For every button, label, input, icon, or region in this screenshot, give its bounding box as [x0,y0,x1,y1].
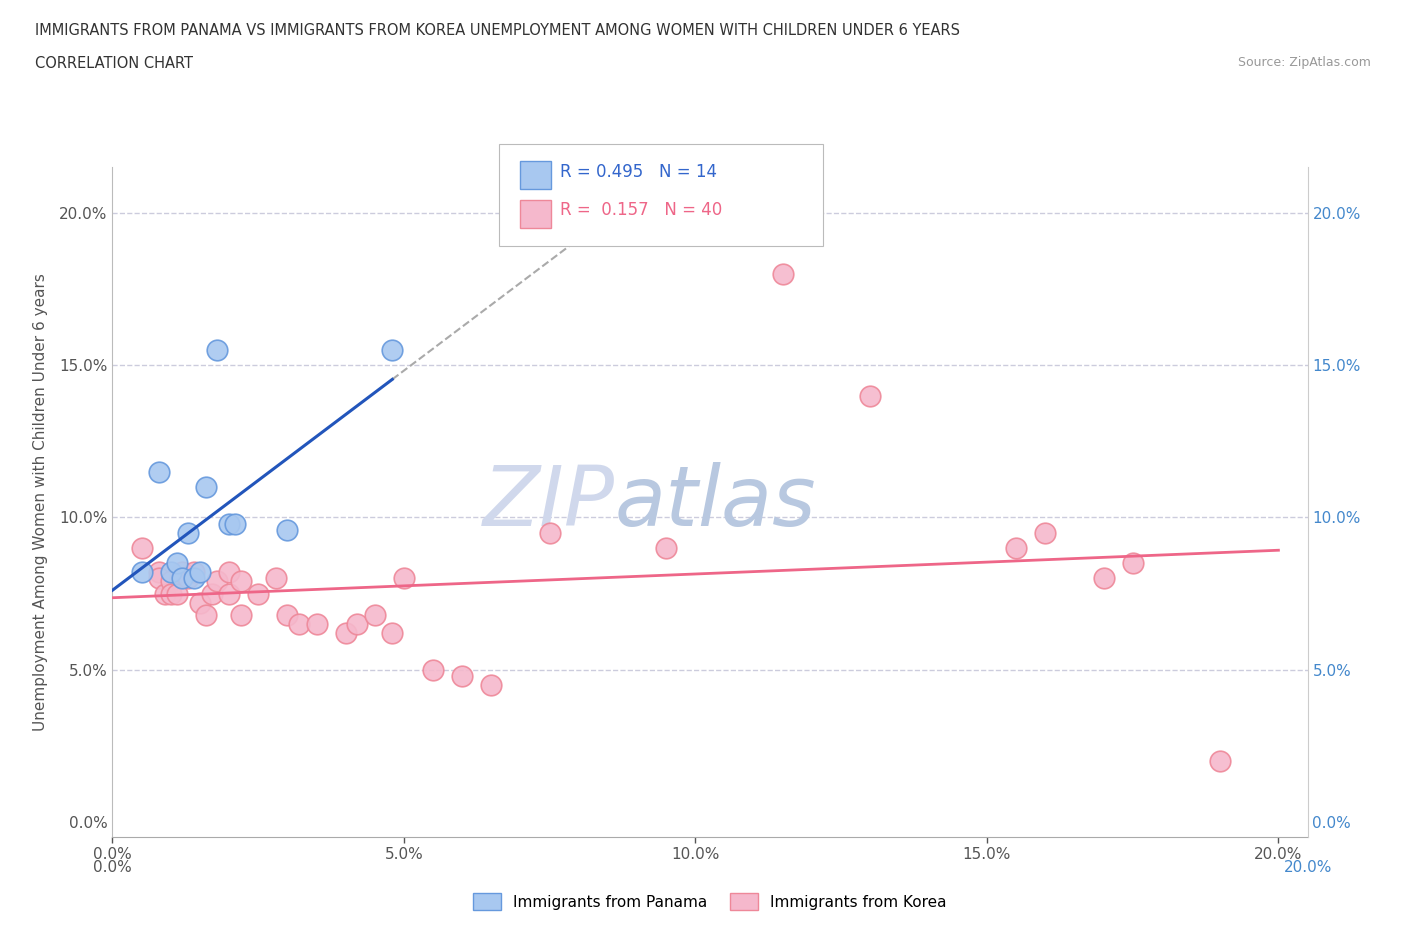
Text: Source: ZipAtlas.com: Source: ZipAtlas.com [1237,56,1371,69]
Text: R = 0.495   N = 14: R = 0.495 N = 14 [560,163,717,180]
Point [772,267,794,282]
Point [392,571,415,586]
Point [364,607,387,622]
Point [131,565,153,579]
Point [153,586,176,601]
Point [194,480,217,495]
Point [218,516,240,531]
Text: IMMIGRANTS FROM PANAMA VS IMMIGRANTS FROM KOREA UNEMPLOYMENT AMONG WOMEN WITH CH: IMMIGRANTS FROM PANAMA VS IMMIGRANTS FRO… [35,23,960,38]
Point [172,571,194,586]
Point [276,522,298,537]
Point [166,555,188,570]
Point [1122,555,1144,570]
Point [159,574,181,589]
Point [183,571,205,586]
Point [451,669,474,684]
Point [247,586,270,601]
Point [224,516,246,531]
Point [177,525,200,540]
Point [200,586,222,601]
Point [1033,525,1056,540]
Point [276,607,298,622]
Text: 0.0%: 0.0% [93,860,132,875]
Point [148,565,170,579]
Point [166,586,188,601]
Point [538,525,561,540]
Point [229,607,252,622]
Point [1005,540,1028,555]
Point [264,571,287,586]
Point [148,571,170,586]
Point [207,574,229,589]
Point [481,677,503,692]
Point [131,540,153,555]
Point [381,342,404,357]
Point [218,586,240,601]
Point [381,626,404,641]
Point [422,662,444,677]
Point [859,388,882,403]
Point [177,571,200,586]
Point [655,540,678,555]
Point [229,574,252,589]
Point [188,565,211,579]
Point [148,464,170,479]
Text: atlas: atlas [614,461,815,543]
Point [1092,571,1115,586]
Text: CORRELATION CHART: CORRELATION CHART [35,56,193,71]
Point [305,617,328,631]
Legend: Immigrants from Panama, Immigrants from Korea: Immigrants from Panama, Immigrants from … [467,886,953,916]
Point [188,595,211,610]
Point [194,607,217,622]
Y-axis label: Unemployment Among Women with Children Under 6 years: Unemployment Among Women with Children U… [34,273,48,731]
Point [346,617,368,631]
Point [288,617,311,631]
Text: ZIP: ZIP [482,461,614,543]
Point [159,565,181,579]
Point [183,565,205,579]
Text: 20.0%: 20.0% [1284,860,1331,875]
Point [335,626,357,641]
Text: R =  0.157   N = 40: R = 0.157 N = 40 [560,201,721,219]
Point [172,565,194,579]
Point [1209,753,1232,768]
Point [218,565,240,579]
Point [207,342,229,357]
Point [159,586,181,601]
